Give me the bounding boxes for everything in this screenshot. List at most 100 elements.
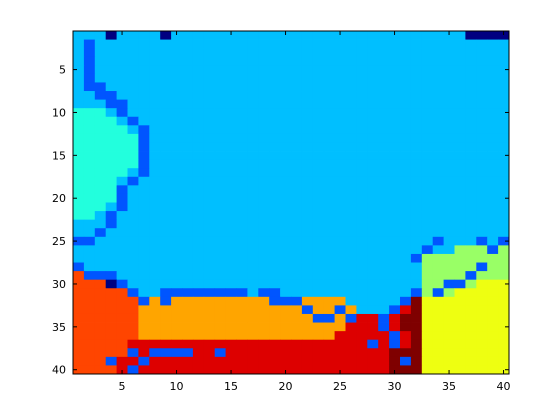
heatmap-cell <box>94 176 107 186</box>
heatmap-cell <box>116 125 128 135</box>
heatmap-cell <box>105 82 117 92</box>
heatmap-cell <box>269 331 281 341</box>
heatmap-cell <box>334 65 346 75</box>
heatmap-cell <box>83 73 96 83</box>
heatmap-cell <box>105 211 117 221</box>
heatmap-cell <box>378 168 390 178</box>
heatmap-cell <box>291 339 303 349</box>
heatmap-cell <box>138 253 150 263</box>
heatmap-cell <box>149 91 161 100</box>
heatmap-cell <box>83 202 96 212</box>
heatmap-cell <box>400 108 412 118</box>
heatmap-cell <box>498 219 510 229</box>
heatmap-cell <box>334 288 346 298</box>
heatmap-cell <box>127 108 139 118</box>
heatmap-cell <box>498 211 510 221</box>
heatmap-cell <box>367 296 379 306</box>
heatmap-cell <box>378 48 390 58</box>
heatmap-cell <box>498 48 510 58</box>
heatmap-cell <box>498 253 510 263</box>
heatmap-cell <box>312 202 325 212</box>
heatmap-cell <box>432 322 444 332</box>
heatmap-cell <box>345 288 357 298</box>
heatmap-cell <box>476 219 488 229</box>
heatmap-cell <box>138 99 150 109</box>
heatmap-cell <box>116 279 128 289</box>
heatmap-cell <box>160 168 172 178</box>
heatmap-cell <box>432 339 444 349</box>
heatmap-cell <box>465 279 477 289</box>
heatmap-cell <box>432 211 444 221</box>
heatmap-cell <box>160 322 172 332</box>
heatmap-cell <box>225 168 237 178</box>
heatmap-cell <box>378 125 390 135</box>
x-tick-label: 30 <box>388 380 402 393</box>
heatmap-cell <box>291 48 303 58</box>
heatmap-cell <box>116 245 128 255</box>
heatmap-cell <box>454 133 466 143</box>
heatmap-cell <box>421 288 434 298</box>
heatmap-cell <box>116 296 128 306</box>
heatmap-cell <box>138 91 150 100</box>
heatmap-cell <box>94 159 107 169</box>
heatmap-cell <box>171 219 183 229</box>
heatmap-cell <box>258 159 270 169</box>
heatmap-cell <box>323 296 335 306</box>
heatmap-cell <box>454 202 466 212</box>
heatmap-cell <box>138 271 150 281</box>
heatmap-cell <box>73 211 85 221</box>
heatmap-cell <box>149 159 161 169</box>
heatmap-cell <box>367 99 379 109</box>
heatmap-cell <box>498 116 510 126</box>
heatmap-cell <box>323 159 335 169</box>
heatmap-cell <box>116 39 128 49</box>
heatmap-cell <box>443 228 455 238</box>
heatmap-cell <box>94 331 107 341</box>
heatmap-cell <box>127 211 139 221</box>
heatmap-cell <box>225 91 237 100</box>
y-tick-label: 40 <box>52 364 66 377</box>
heatmap-cell <box>378 365 390 375</box>
heatmap-cell <box>138 65 150 75</box>
heatmap-cell <box>367 82 379 92</box>
heatmap-cell <box>345 193 357 203</box>
heatmap-cell <box>171 236 183 246</box>
heatmap-cell <box>334 305 346 315</box>
heatmap-cell <box>421 322 434 332</box>
heatmap-cell <box>160 313 172 323</box>
heatmap-cell <box>454 125 466 135</box>
heatmap-cell <box>421 339 434 349</box>
heatmap-cell <box>454 271 466 281</box>
heatmap-cell <box>400 151 412 161</box>
heatmap-cell <box>389 142 401 152</box>
heatmap-cell <box>345 99 357 109</box>
heatmap-cell <box>356 91 368 100</box>
heatmap-cell <box>498 99 510 109</box>
heatmap-cell <box>301 108 314 118</box>
heatmap-cell <box>171 296 183 306</box>
heatmap-cell <box>323 39 335 49</box>
heatmap-cell <box>323 228 335 238</box>
heatmap-cell <box>280 91 292 100</box>
heatmap-cell <box>171 108 183 118</box>
heatmap-cell <box>334 151 346 161</box>
heatmap-cell <box>356 193 368 203</box>
heatmap-cell <box>389 228 401 238</box>
heatmap-cell <box>280 108 292 118</box>
heatmap-cell <box>116 99 128 109</box>
heatmap-cell <box>378 142 390 152</box>
heatmap-cell <box>258 99 270 109</box>
heatmap-cell <box>476 253 488 263</box>
heatmap-cell <box>83 91 96 100</box>
heatmap-cell <box>171 73 183 83</box>
heatmap-cell <box>149 125 161 135</box>
heatmap-cell <box>400 339 412 349</box>
heatmap-cell <box>269 142 281 152</box>
heatmap-cell <box>149 65 161 75</box>
heatmap-cell <box>160 193 172 203</box>
heatmap-cell <box>301 305 314 315</box>
heatmap-cell <box>214 125 226 135</box>
heatmap-cell <box>138 245 150 255</box>
heatmap-cell <box>301 168 314 178</box>
heatmap-cell <box>487 279 499 289</box>
